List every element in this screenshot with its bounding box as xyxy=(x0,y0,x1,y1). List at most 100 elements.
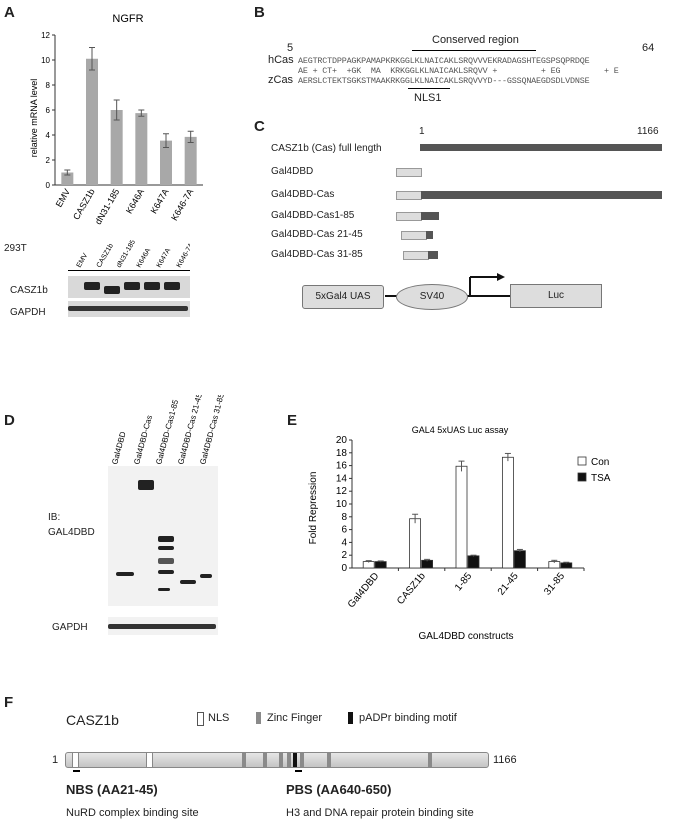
reporter-promoter-ellipse: SV40 xyxy=(396,284,468,310)
zinc-finger-marker xyxy=(428,753,432,767)
padpr-legend-icon xyxy=(348,712,353,724)
nls-marker xyxy=(146,753,153,767)
x-axis-label: GAL4DBD constructs xyxy=(418,631,513,642)
construct-bar-full xyxy=(420,144,662,151)
protein-name: CASZ1b xyxy=(66,712,119,728)
legend-swatch-con xyxy=(577,456,587,466)
blot-lane-label: EMV xyxy=(76,252,90,269)
bar-tsa xyxy=(467,555,480,569)
bar-k646a xyxy=(135,113,148,185)
pbs-underline xyxy=(295,770,302,772)
y-tick-label: 16 xyxy=(336,461,348,472)
legend-nls: NLS xyxy=(208,712,230,724)
panel-label-f: F xyxy=(4,694,14,711)
reporter-uas-box: 5xGal4 UAS xyxy=(302,285,384,309)
panel-label-c: C xyxy=(254,118,265,135)
panel-a-chart: NGFR relative mRNA level 0 2 4 6 8 10 12 EMVCA… xyxy=(29,13,203,226)
y-tick-label: 4 xyxy=(341,537,347,548)
x-tick-label: 31-85 xyxy=(542,571,567,598)
conserved-region-bar xyxy=(412,50,536,51)
x-tick-label: K646A xyxy=(124,187,146,215)
bar-casz1b xyxy=(86,58,98,185)
bar-con xyxy=(455,465,468,569)
y-axis-label: Fold Repression xyxy=(308,472,319,545)
y-tick-label: 2 xyxy=(341,550,347,561)
blot-lane-label: dN31-185 xyxy=(116,240,137,269)
y-tick-label: 8 xyxy=(341,512,347,523)
construct-bar-cas1-85 xyxy=(421,212,439,220)
seq-hcas: AEGTRCTDPPAGKPAMAPKRKGGLKLNAICAKLSRQVVVE… xyxy=(298,56,590,66)
blot-casz1b-image xyxy=(68,276,190,298)
y-tick-label: 20 xyxy=(336,435,348,446)
nls-bar xyxy=(408,88,450,89)
construct-start: 1 xyxy=(419,126,425,137)
construct-end: 1166 xyxy=(637,126,659,137)
y-tick-label: 6 xyxy=(46,106,51,115)
blot-row-label-casz1b: CASZ1b xyxy=(10,285,48,296)
nbs-title: NBS (AA21-45) xyxy=(66,782,158,797)
x-tick-label: 1-85 xyxy=(453,571,475,594)
bar-emv xyxy=(61,172,74,185)
x-tick-label: 21-45 xyxy=(496,571,521,598)
blot-d-lane-label: Gal4DBD-Cas 31-85 xyxy=(198,395,226,466)
bar-k646-7a xyxy=(184,136,197,185)
blot-d-lane-label: Gal4DBD xyxy=(110,430,127,465)
construct-bar-cas21-45-dbd xyxy=(401,231,427,240)
y-tick-label: 2 xyxy=(46,156,51,165)
bar-tsa xyxy=(374,561,387,569)
blot-cell-line: 293T xyxy=(4,243,27,254)
construct-bar-cas31-85 xyxy=(428,251,438,259)
construct-label-cas31-85: Gal4DBD-Cas 31-85 xyxy=(271,249,363,260)
zinc-finger-marker xyxy=(242,753,246,767)
y-tick-label: 10 xyxy=(41,56,50,65)
construct-label-gal4dbd: Gal4DBD xyxy=(271,166,314,177)
panel-label-e: E xyxy=(287,412,298,429)
protein-bar xyxy=(65,752,489,768)
y-tick-label: 4 xyxy=(46,131,51,140)
panel-label-d: D xyxy=(4,412,15,429)
legend-label: TSA xyxy=(591,473,611,484)
nls-legend-icon xyxy=(197,712,204,726)
y-tick-label: 12 xyxy=(336,486,348,497)
construct-bar-gal4dbd-cas-dbd xyxy=(396,191,422,200)
y-tick-label: 6 xyxy=(341,525,347,536)
legend-zinc-finger: Zinc Finger xyxy=(267,712,323,724)
x-tick-label: K646-7A xyxy=(169,187,195,222)
zinc-finger-marker xyxy=(279,753,283,767)
pbs-title: PBS (AA640-650) xyxy=(286,782,392,797)
seq-consensus: AE + CT+ +GK MA KRKGGLKLNAICAKLSRQVV + +… xyxy=(298,66,619,76)
panel-d-lane-labels: Gal4DBD Gal4DBD-Cas Gal4DBD-Cas1-85 Gal4DBD… xyxy=(110,395,226,466)
x-tick-label: dN31-185 xyxy=(93,187,121,226)
blot-d-loading-label: GAPDH xyxy=(52,622,88,633)
legend-label: Con xyxy=(591,457,609,468)
zinc-finger-legend-icon xyxy=(256,712,261,724)
bar-tsa xyxy=(560,562,573,569)
construct-bar-gal4dbd-cas xyxy=(421,191,662,199)
zinc-finger-marker xyxy=(263,753,267,767)
y-tick-label: 0 xyxy=(46,181,51,190)
bar-con xyxy=(501,456,514,569)
blot-gapdh-image xyxy=(68,301,190,317)
bar-tsa xyxy=(421,559,433,569)
seq-end: 64 xyxy=(642,42,655,54)
bar-k647a xyxy=(160,140,172,185)
ib-target: GAL4DBD xyxy=(48,527,95,538)
blot-lane-label: K647A xyxy=(156,247,173,269)
protein-end: 1166 xyxy=(493,754,517,766)
blot-divider xyxy=(68,270,190,271)
bar-con xyxy=(409,518,421,569)
legend-swatch-tsa xyxy=(577,472,587,482)
blot-row-label-gapdh: GAPDH xyxy=(10,307,46,318)
seq-start: 5 xyxy=(287,42,294,54)
zinc-finger-marker xyxy=(287,753,291,767)
construct-bar-gal4dbd xyxy=(396,168,422,177)
y-tick-label: 18 xyxy=(336,448,348,459)
blot-lane-label: K646-7A xyxy=(176,242,190,269)
padpr-marker xyxy=(293,753,297,767)
conserved-region-label: Conserved region xyxy=(432,34,519,46)
x-tick-label: CASZ1b xyxy=(71,187,97,221)
protein-start: 1 xyxy=(52,754,59,766)
seq-name-hcas: hCas xyxy=(268,54,294,66)
blot-d-gapdh-image xyxy=(108,617,218,635)
